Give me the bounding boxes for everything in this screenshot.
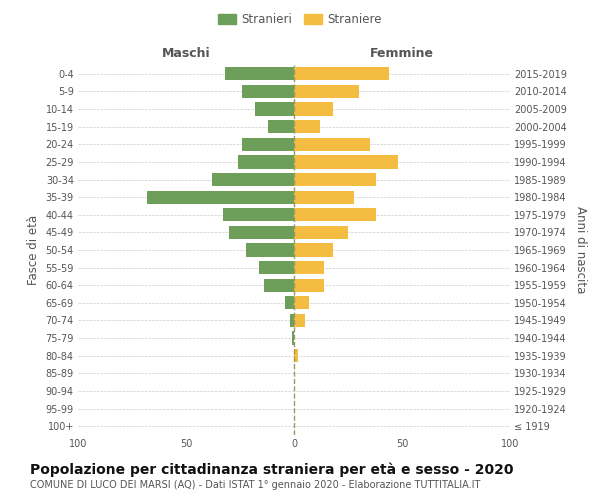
Bar	[294, 85, 359, 98]
Bar	[212, 173, 294, 186]
Bar	[294, 278, 324, 292]
Bar	[294, 226, 348, 239]
Bar	[225, 67, 294, 80]
Bar	[294, 173, 376, 186]
Y-axis label: Fasce di età: Fasce di età	[27, 215, 40, 285]
Bar	[294, 120, 320, 134]
Text: COMUNE DI LUCO DEI MARSI (AQ) - Dati ISTAT 1° gennaio 2020 - Elaborazione TUTTIT: COMUNE DI LUCO DEI MARSI (AQ) - Dati IST…	[30, 480, 481, 490]
Bar	[294, 208, 376, 222]
Bar	[147, 190, 294, 204]
Bar	[255, 102, 294, 116]
Bar	[238, 156, 294, 168]
Bar	[294, 190, 355, 204]
Bar	[294, 349, 298, 362]
Bar	[286, 296, 294, 310]
Bar	[242, 138, 294, 151]
Bar	[294, 102, 333, 116]
Y-axis label: Anni di nascita: Anni di nascita	[574, 206, 587, 294]
Text: Femmine: Femmine	[370, 47, 434, 60]
Bar	[223, 208, 294, 222]
Bar	[294, 296, 309, 310]
Bar	[268, 120, 294, 134]
Bar	[294, 156, 398, 168]
Bar	[294, 67, 389, 80]
Bar	[294, 261, 324, 274]
Bar	[294, 314, 305, 327]
Bar	[294, 138, 370, 151]
Bar	[259, 261, 294, 274]
Bar	[242, 85, 294, 98]
Bar	[247, 244, 294, 256]
Legend: Stranieri, Straniere: Stranieri, Straniere	[213, 8, 387, 31]
Text: Maschi: Maschi	[161, 47, 211, 60]
Bar	[294, 244, 333, 256]
Bar	[290, 314, 294, 327]
Bar	[264, 278, 294, 292]
Text: Popolazione per cittadinanza straniera per età e sesso - 2020: Popolazione per cittadinanza straniera p…	[30, 462, 514, 477]
Bar	[292, 332, 294, 344]
Bar	[229, 226, 294, 239]
